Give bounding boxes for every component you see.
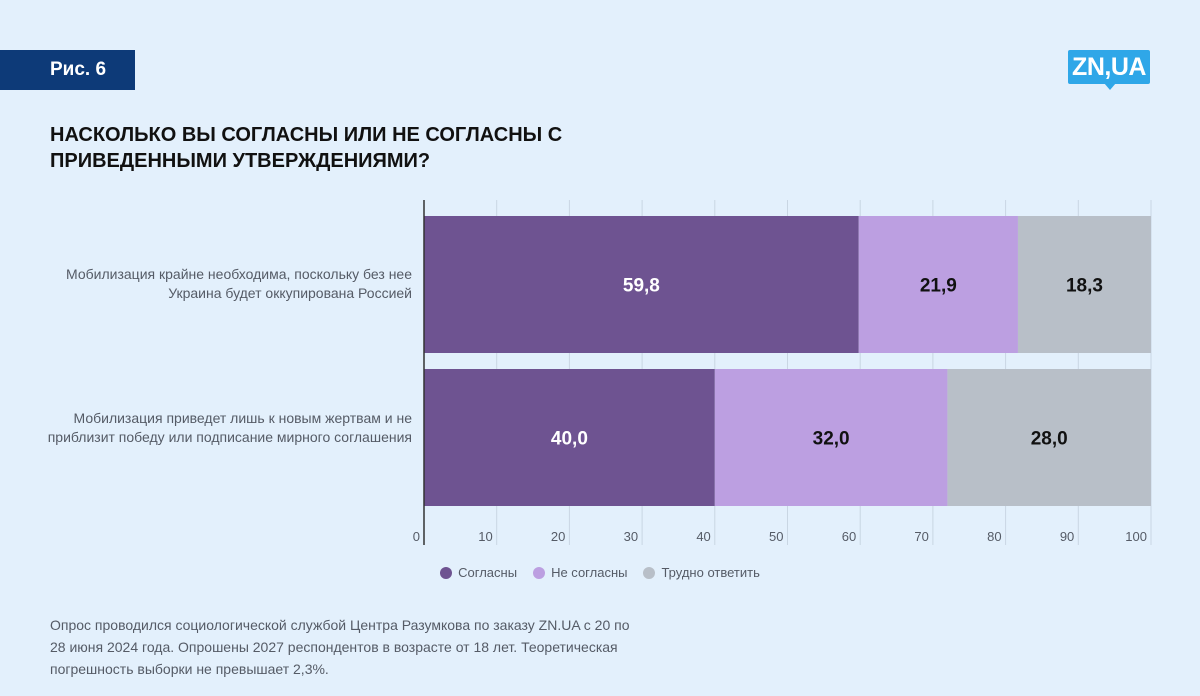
chart-title: НАСКОЛЬКО ВЫ СОГЛАСНЫ ИЛИ НЕ СОГЛАСНЫ С …: [50, 124, 563, 172]
bar-segment: [714, 369, 948, 506]
bar-segment: [424, 216, 859, 353]
logo-box: ZN,UA: [1068, 50, 1150, 84]
x-tick-label: 40: [696, 529, 710, 544]
x-tick-label: 50: [769, 529, 783, 544]
data-label: 32,0: [813, 429, 850, 450]
bar-segment: [947, 369, 1151, 506]
legend-item-hard: Трудно ответить: [643, 565, 760, 580]
bar-segment: [1017, 216, 1151, 353]
data-label: 21,9: [920, 276, 957, 297]
bar-segment: [858, 216, 1018, 353]
row-label-1: Мобилизация крайне необходима, поскольку…: [66, 266, 412, 301]
legend-item-disagree: Не согласны: [533, 565, 627, 580]
data-label: 28,0: [1031, 429, 1068, 450]
row-label-2: Мобилизация приведет лишь к новым жертва…: [47, 410, 412, 445]
bar-segment: [424, 369, 715, 506]
figure-tag: Рис. 6: [0, 50, 135, 90]
legend-label-agree: Согласны: [458, 565, 518, 580]
legend-item-agree: Согласны: [440, 565, 517, 580]
survey-note: Опрос проводился социологической службой…: [50, 617, 630, 677]
x-tick-label: 90: [1060, 529, 1074, 544]
logo-speech-tail: [1104, 83, 1116, 90]
data-label: 18,3: [1066, 276, 1103, 297]
x-tick-label: 10: [478, 529, 492, 544]
x-tick-label: 0: [413, 529, 420, 544]
x-tick-label: 100: [1125, 529, 1147, 544]
legend-label-hard: Трудно ответить: [661, 565, 760, 580]
data-label: 40,0: [551, 429, 588, 450]
x-tick-label: 80: [987, 529, 1001, 544]
x-tick-label: 20: [551, 529, 565, 544]
x-tick-label: 70: [914, 529, 928, 544]
legend-swatch-disagree: [533, 566, 546, 579]
zn-ua-logo: ZN,UA: [1068, 50, 1150, 90]
chart-plot: 59,8 21,9 18,3 40,0 32,0 28,0 0 10 20 30 40 50 60 70 8…: [413, 200, 1152, 545]
chart-legend: Согласны Не согласны Трудно ответить: [0, 565, 1200, 580]
legend-swatch-hard: [643, 566, 656, 579]
figure-tag-label: Рис. 6: [50, 59, 107, 80]
legend-label-disagree: Не согласны: [551, 565, 628, 580]
legend-swatch-agree: [440, 566, 453, 579]
logo-text: ZN,UA: [1072, 52, 1146, 81]
data-label: 59,8: [623, 276, 660, 297]
x-tick-label: 30: [624, 529, 638, 544]
x-tick-label: 60: [842, 529, 856, 544]
